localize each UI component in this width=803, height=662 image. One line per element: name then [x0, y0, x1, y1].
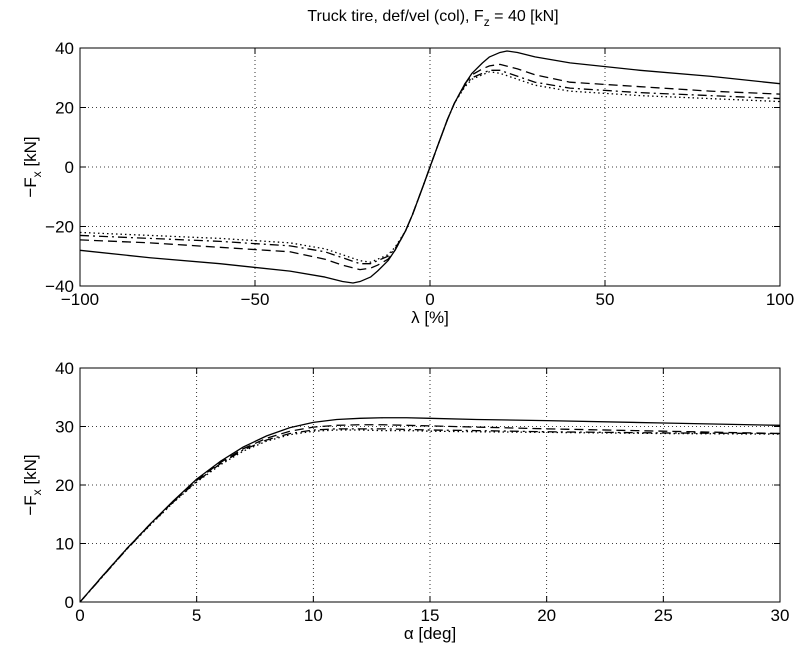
- y-axis-label: −Fx [kN]: [21, 136, 44, 197]
- figure-title: Truck tire, def/vel (col), Fz = 40 [kN]: [307, 8, 558, 29]
- y-axis-label: −Fx [kN]: [21, 454, 44, 515]
- series-line-solid: [79, 417, 781, 603]
- y-axis-label-unit: [kN]: [21, 136, 40, 171]
- x-tick-label: −100: [61, 290, 99, 309]
- y-tick-label: 40: [55, 359, 74, 378]
- y-axis-label-subscript: x: [30, 489, 44, 495]
- x-axis-label: λ [%]: [411, 308, 449, 327]
- y-axis-label-unit: [kN]: [21, 454, 40, 489]
- y-tick-label: 30: [55, 418, 74, 437]
- x-tick-label: 0: [75, 606, 84, 625]
- y-tick-label: 20: [55, 476, 74, 495]
- y-tick-label: 0: [65, 158, 74, 177]
- top-plot-slip-ratio: −100 −50 0 50 100 −40 −20 0 20 40 λ [%] −Fx [kN]: [21, 39, 794, 327]
- x-tick-label: 50: [596, 290, 615, 309]
- x-tick-label: 15: [421, 606, 440, 625]
- series-line-dashdot: [79, 69, 781, 265]
- y-tick-label: 20: [55, 99, 74, 118]
- y-axis-label-main: −F: [21, 177, 40, 197]
- figure-title-subscript: z: [484, 15, 490, 29]
- bottom-plot-slip-angle: 0 5 10 15 20 25 30 0 10 20 30 40 α [deg] −Fx [kN]: [21, 359, 789, 643]
- x-tick-label: 25: [654, 606, 673, 625]
- y-tick-label: −20: [45, 218, 74, 237]
- y-tick-label: 0: [65, 593, 74, 612]
- x-tick-label: −50: [241, 290, 270, 309]
- x-tick-label: 20: [537, 606, 556, 625]
- x-tick-label: 5: [192, 606, 201, 625]
- series-line-dashed: [79, 424, 781, 603]
- y-tick-label: −40: [45, 277, 74, 296]
- series-line-dotted: [79, 71, 781, 263]
- y-axis-label-main: −F: [21, 495, 40, 515]
- x-tick-label: 100: [766, 290, 794, 309]
- x-tick-label: 10: [304, 606, 323, 625]
- series-line-dashdot: [79, 428, 781, 603]
- y-axis-label-subscript: x: [30, 171, 44, 177]
- series-line-dotted: [79, 429, 781, 603]
- y-tick-label: 10: [55, 535, 74, 554]
- x-tick-label: 0: [425, 290, 434, 309]
- x-axis-label: α [deg]: [404, 624, 456, 643]
- x-tick-label: 30: [771, 606, 790, 625]
- y-tick-label: 40: [55, 39, 74, 58]
